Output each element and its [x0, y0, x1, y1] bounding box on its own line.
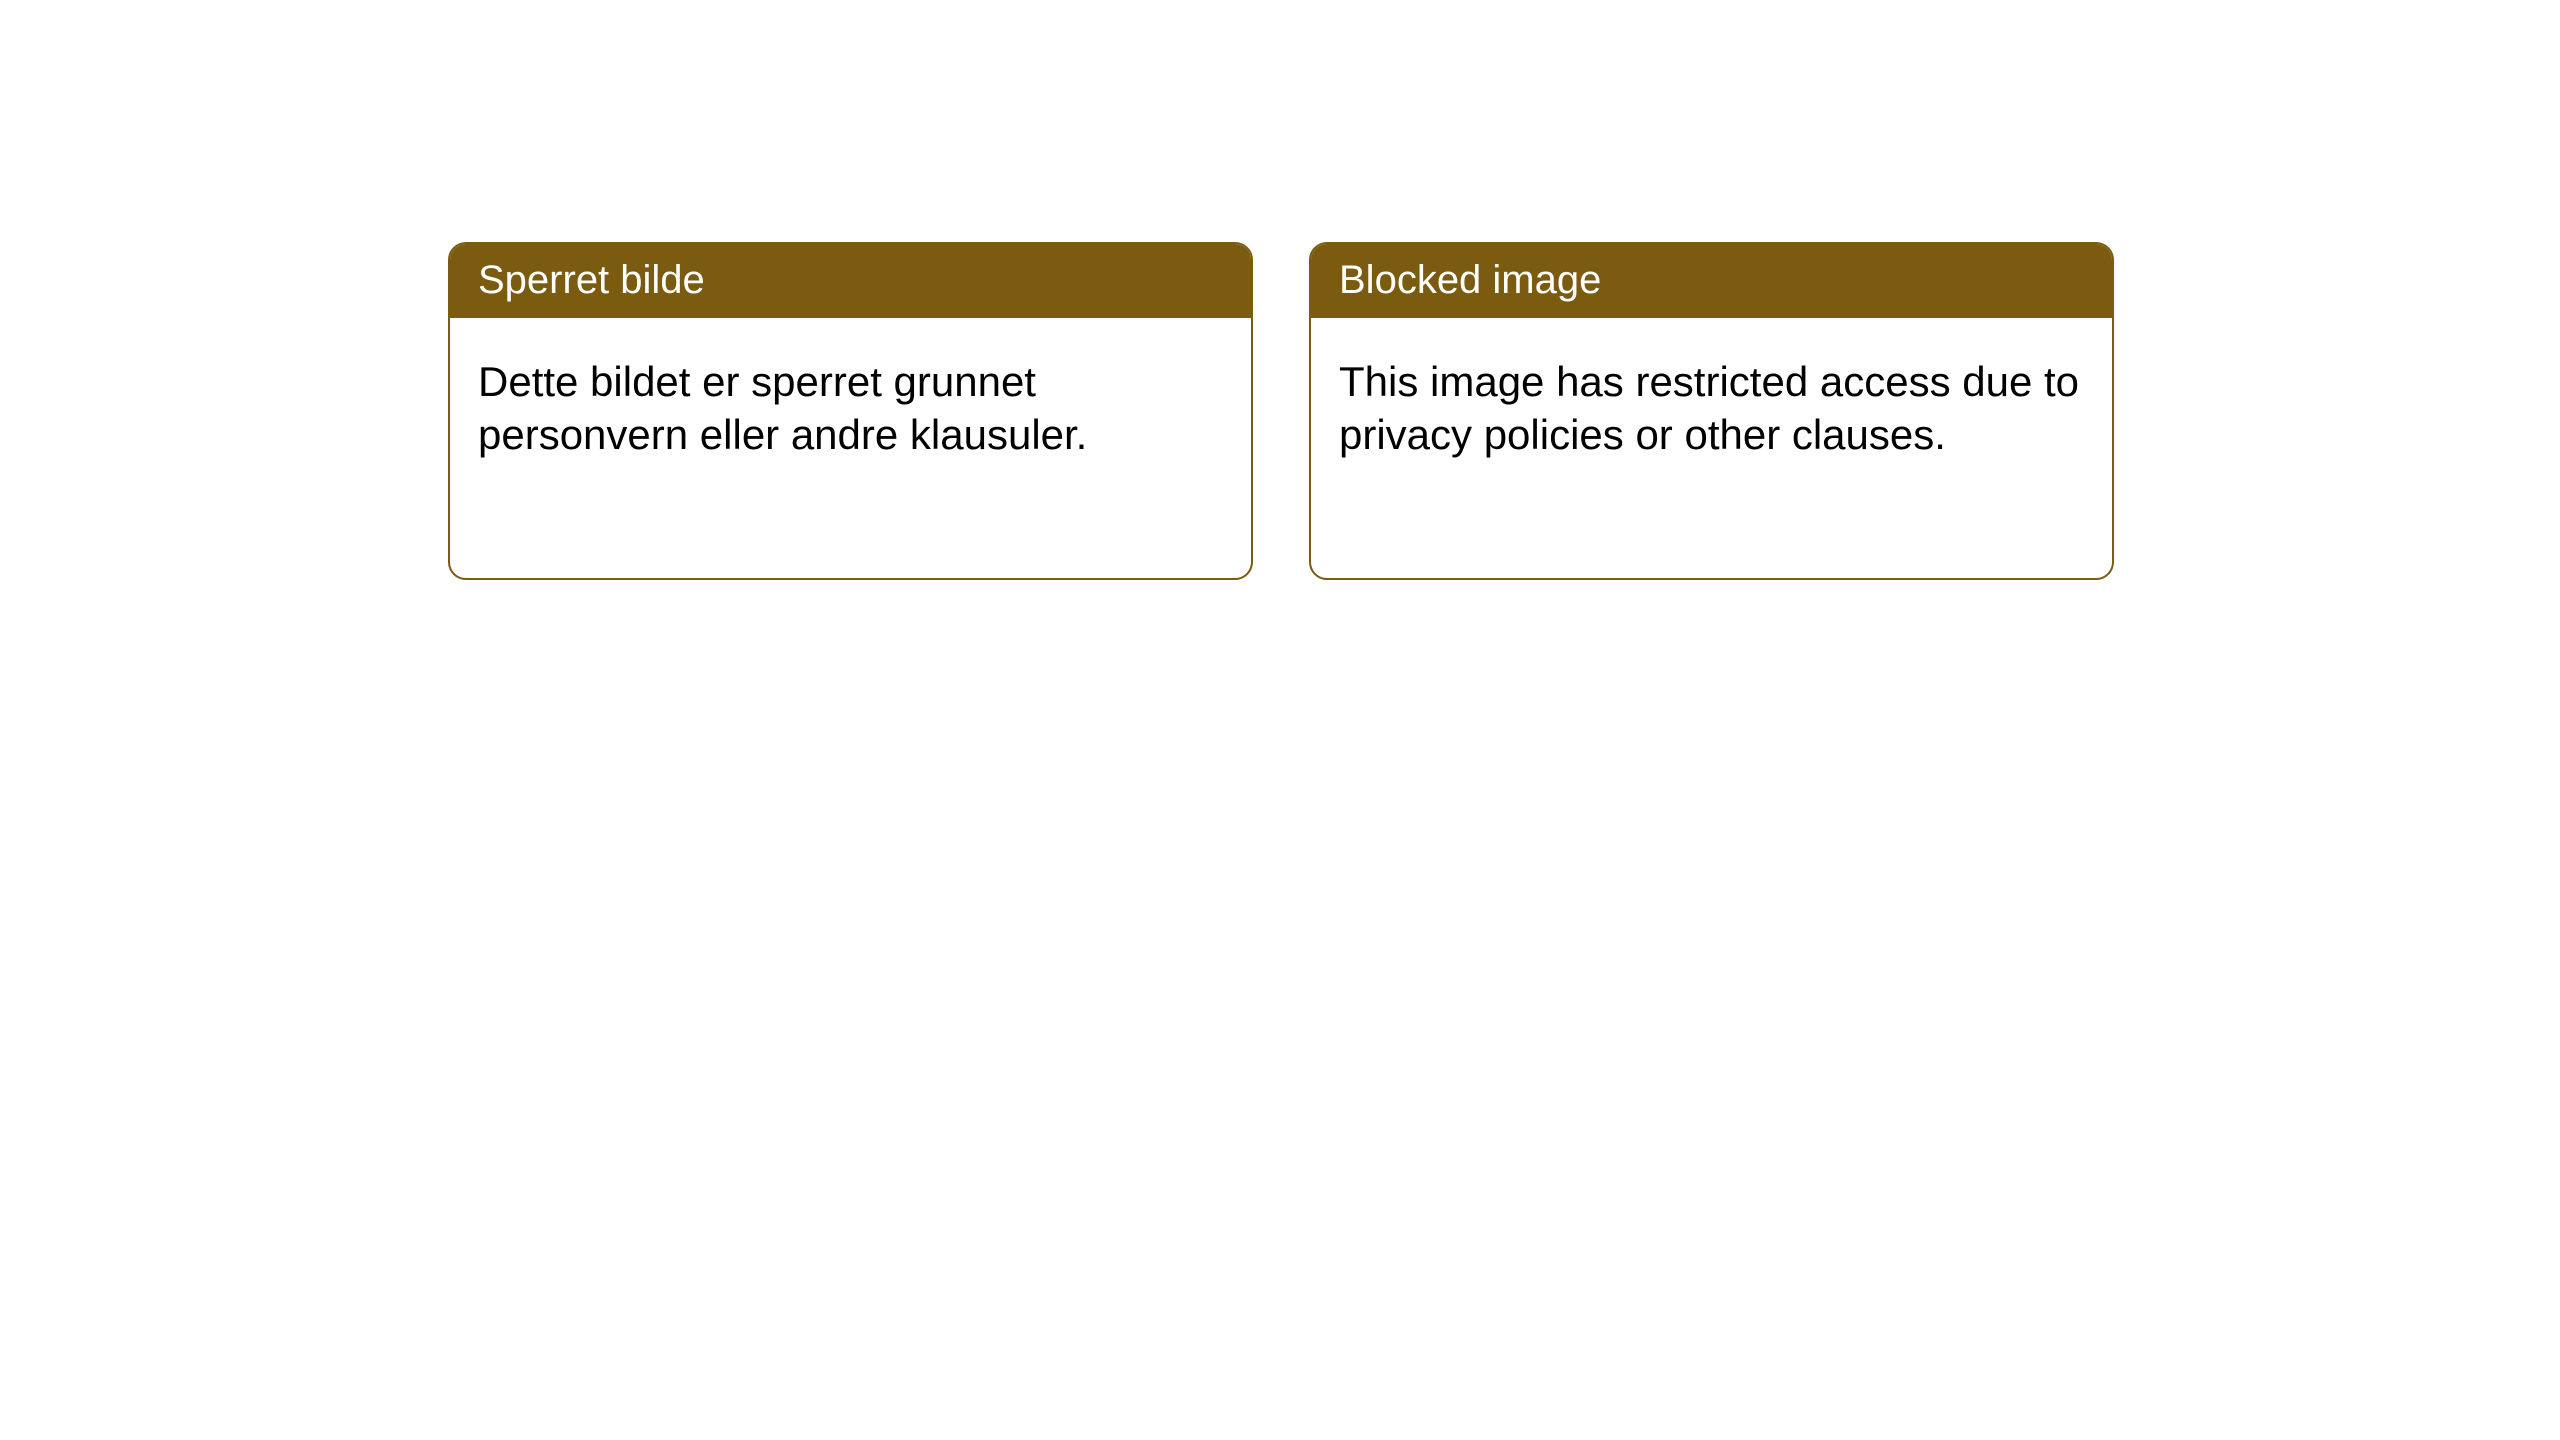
notice-body: Dette bildet er sperret grunnet personve… [450, 318, 1251, 499]
notice-title: Sperret bilde [450, 244, 1251, 318]
notice-box-norwegian: Sperret bilde Dette bildet er sperret gr… [448, 242, 1253, 580]
notice-body: This image has restricted access due to … [1311, 318, 2112, 499]
notice-title: Blocked image [1311, 244, 2112, 318]
notice-container: Sperret bilde Dette bildet er sperret gr… [0, 0, 2560, 580]
notice-box-english: Blocked image This image has restricted … [1309, 242, 2114, 580]
